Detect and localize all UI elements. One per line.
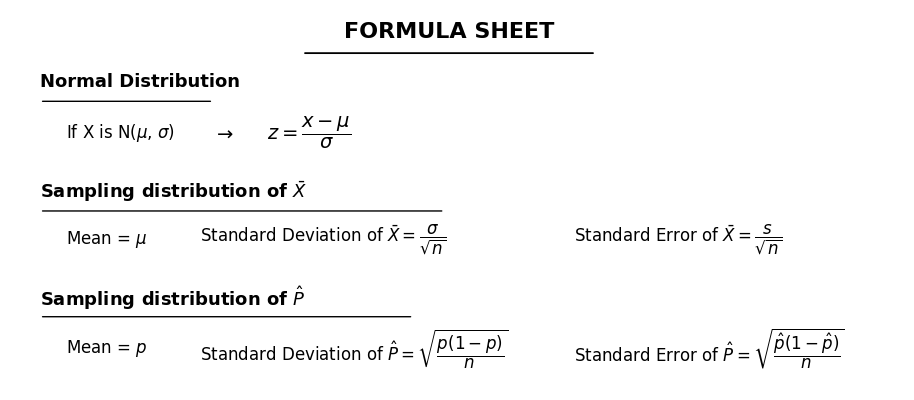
Text: Sampling distribution of $\bar{X}$: Sampling distribution of $\bar{X}$ (39, 180, 307, 204)
Text: $\rightarrow$: $\rightarrow$ (213, 124, 234, 143)
Text: Mean = $p$: Mean = $p$ (67, 338, 148, 359)
Text: Sampling distribution of $\hat{P}$: Sampling distribution of $\hat{P}$ (39, 284, 305, 312)
Text: Standard Error of $\bar{X} = \dfrac{s}{\sqrt{n}}$: Standard Error of $\bar{X} = \dfrac{s}{\… (574, 222, 781, 256)
Text: Mean = $\mu$: Mean = $\mu$ (67, 229, 148, 250)
Text: Standard Error of $\hat{P} = \sqrt{\dfrac{\hat{p}(1-\hat{p})}{n}}$: Standard Error of $\hat{P} = \sqrt{\dfra… (574, 326, 845, 371)
Text: $z = \dfrac{x-\mu}{\sigma}$: $z = \dfrac{x-\mu}{\sigma}$ (267, 115, 351, 152)
Text: Standard Deviation of $\hat{P} = \sqrt{\dfrac{p(1-p)}{n}}$: Standard Deviation of $\hat{P} = \sqrt{\… (200, 327, 508, 370)
Text: Standard Deviation of $\bar{X} = \dfrac{\sigma}{\sqrt{n}}$: Standard Deviation of $\bar{X} = \dfrac{… (200, 222, 446, 256)
Text: FORMULA SHEET: FORMULA SHEET (344, 22, 554, 42)
Text: If X is N($\mu$, $\sigma$): If X is N($\mu$, $\sigma$) (67, 122, 175, 144)
Text: Normal Distribution: Normal Distribution (39, 74, 239, 92)
